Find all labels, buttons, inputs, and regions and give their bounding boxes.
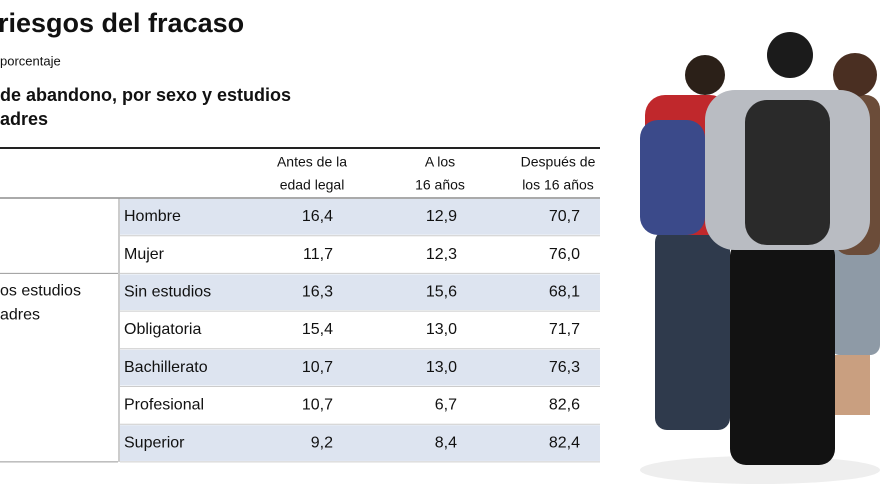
cell: 12,3: [426, 246, 457, 263]
backpack: [745, 100, 830, 245]
column-header: edad legal: [280, 177, 345, 193]
group-label: os estudios: [0, 283, 81, 300]
group-label: adres: [0, 307, 40, 324]
cell: 11,7: [303, 246, 333, 263]
row-label: Superior: [124, 434, 185, 451]
cell: 12,9: [426, 208, 457, 225]
person-skin: [830, 355, 870, 415]
person-legs: [830, 230, 880, 355]
cell: 8,4: [435, 434, 457, 451]
row-label: Mujer: [124, 246, 165, 263]
photo: [640, 32, 880, 484]
head: [767, 32, 813, 78]
cell: 13,0: [426, 359, 457, 376]
backpack: [640, 120, 705, 235]
row-band: [120, 199, 600, 235]
cell: 9,2: [311, 434, 333, 451]
cell: 76,3: [549, 359, 580, 376]
head: [685, 55, 725, 95]
cell: 6,7: [435, 397, 457, 414]
cell: 10,7: [302, 397, 333, 414]
title: riesgos del fracaso: [0, 8, 244, 38]
cell: 71,7: [549, 321, 580, 338]
cell: 13,0: [426, 321, 457, 338]
cell: 68,1: [549, 283, 580, 300]
head: [833, 53, 877, 97]
row-band: [120, 349, 600, 386]
subheading: adres: [0, 109, 48, 129]
row-label: Sin estudios: [124, 283, 211, 300]
cell: 15,4: [302, 321, 333, 338]
subtitle: porcentaje: [0, 53, 61, 68]
row-label: Bachillerato: [124, 359, 208, 376]
cell: 70,7: [549, 208, 580, 225]
row-band: [120, 425, 600, 461]
person-legs: [655, 230, 730, 430]
cell: 15,6: [426, 283, 457, 300]
cell: 82,4: [549, 434, 580, 451]
row-label: Obligatoria: [124, 321, 201, 338]
cell: 76,0: [549, 246, 580, 263]
row-label: Hombre: [124, 208, 181, 225]
row-label: Profesional: [124, 397, 204, 414]
column-header: los 16 años: [522, 177, 594, 193]
column-header: A los: [425, 154, 455, 170]
cell: 82,6: [549, 397, 580, 414]
cell: 16,4: [302, 208, 333, 225]
column-header: Después de: [521, 154, 596, 170]
cell: 10,7: [302, 359, 333, 376]
person-legs: [730, 240, 835, 465]
column-header: 16 años: [415, 177, 465, 193]
row-band: [120, 274, 600, 311]
subheading: de abandono, por sexo y estudios: [0, 85, 291, 105]
cell: 16,3: [302, 283, 333, 300]
column-header: Antes de la: [277, 154, 347, 170]
